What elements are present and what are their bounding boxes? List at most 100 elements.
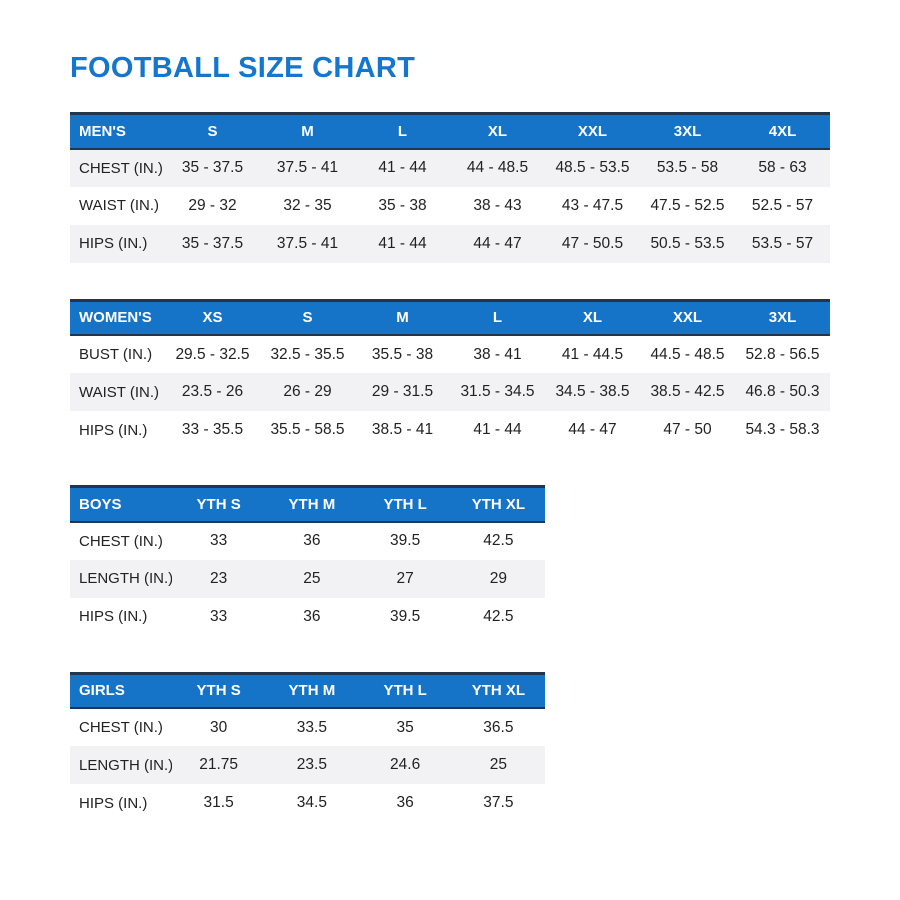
size-value-cell: 35.5 - 58.5 bbox=[270, 421, 345, 438]
table-section-label: MEN'S bbox=[70, 112, 165, 150]
size-value-cell: 34.5 bbox=[296, 794, 327, 811]
size-value-cell: 38 - 43 bbox=[473, 196, 522, 214]
size-value-cell: 47 - 50.5 bbox=[561, 234, 624, 252]
table-row: WAIST (IN.) 29 - 32 32 - 35 35 - 38 38 - 43 4… bbox=[70, 187, 830, 225]
size-value-cell: 23.5 - 26 bbox=[181, 383, 244, 400]
size-value-cell: 21.75 bbox=[199, 756, 239, 773]
size-value-cell: 33 bbox=[210, 532, 228, 549]
table-header-row: WOMEN'S XS S M L XL XXL 3XL bbox=[70, 298, 830, 336]
size-column-header: XS bbox=[165, 298, 260, 336]
size-value-cell: 39.5 bbox=[390, 532, 421, 549]
size-value-cell: 42.5 bbox=[483, 607, 514, 625]
size-value-cell: 41 - 44.5 bbox=[561, 345, 624, 363]
size-value-cell: 50.5 - 53.5 bbox=[650, 234, 725, 252]
size-value-cell: 32.5 - 35.5 bbox=[270, 345, 345, 363]
table-row: LENGTH (IN.) 23 25 27 29 bbox=[70, 559, 545, 598]
size-value-cell: 35.5 - 38 bbox=[371, 345, 434, 363]
size-value-cell: 29 - 32 bbox=[188, 196, 237, 214]
size-table-boys: BOYS YTH S YTH M YTH L YTH XL CHEST (IN.) 33 36… bbox=[70, 485, 545, 636]
size-value-cell: 58 - 63 bbox=[758, 159, 807, 176]
size-value-cell: 24.6 bbox=[390, 756, 421, 773]
measurement-label: HIPS (IN.) bbox=[79, 421, 148, 439]
measurement-label: HIPS (IN.) bbox=[79, 608, 148, 625]
table-row: HIPS (IN.) 33 - 35.5 35.5 - 58.5 38.5 - 41 4… bbox=[70, 411, 830, 449]
size-value-cell: 41 - 44 bbox=[378, 234, 427, 252]
size-value-cell: 35 bbox=[396, 718, 414, 736]
size-value-cell: 25 bbox=[303, 569, 321, 587]
measurement-label: LENGTH (IN.) bbox=[79, 756, 172, 774]
size-column-header: YTH XL bbox=[451, 671, 545, 709]
measurement-label: CHEST (IN.) bbox=[79, 159, 163, 177]
size-value-cell: 48.5 - 53.5 bbox=[555, 159, 630, 176]
size-value-cell: 32 - 35 bbox=[283, 196, 332, 214]
size-column-header: 3XL bbox=[735, 298, 830, 336]
size-value-cell: 44 - 48.5 bbox=[466, 159, 529, 176]
size-value-cell: 33 - 35.5 bbox=[181, 421, 244, 438]
size-value-cell: 38.5 - 42.5 bbox=[650, 383, 725, 400]
size-value-cell: 47 - 50 bbox=[663, 421, 712, 438]
size-value-cell: 44 - 47 bbox=[568, 421, 617, 438]
size-tables: MEN'S S M L XL XXL 3XL 4XL CHEST (IN.) 35 - 37.5 3… bbox=[70, 112, 830, 822]
size-value-cell: 39.5 bbox=[390, 607, 421, 625]
table-header-row: GIRLS YTH S YTH M YTH L YTH XL bbox=[70, 671, 545, 709]
measurement-label: WAIST (IN.) bbox=[79, 383, 159, 401]
size-value-cell: 52.5 - 57 bbox=[751, 196, 814, 214]
page-title: FOOTBALL SIZE CHART bbox=[70, 52, 416, 84]
measurement-label: HIPS (IN.) bbox=[79, 235, 148, 252]
size-value-cell: 27 bbox=[396, 569, 414, 587]
size-value-cell: 46.8 - 50.3 bbox=[745, 383, 820, 400]
size-column-header: M bbox=[355, 298, 450, 336]
size-value-cell: 44.5 - 48.5 bbox=[650, 345, 725, 363]
size-value-cell: 41 - 44 bbox=[473, 421, 522, 438]
table-section-label: WOMEN'S bbox=[70, 298, 165, 336]
table-row: WAIST (IN.) 23.5 - 26 26 - 29 29 - 31.5 31.5… bbox=[70, 373, 830, 411]
size-value-cell: 25 bbox=[489, 756, 507, 773]
size-value-cell: 36.5 bbox=[483, 718, 514, 736]
size-value-cell: 33.5 bbox=[296, 718, 327, 736]
size-value-cell: 35 - 38 bbox=[378, 196, 427, 214]
table-header-row: BOYS YTH S YTH M YTH L YTH XL bbox=[70, 485, 545, 523]
size-value-cell: 23.5 bbox=[296, 756, 327, 773]
table-section-label: BOYS bbox=[70, 485, 172, 523]
size-column-header: YTH S bbox=[172, 671, 266, 709]
size-value-cell: 35 - 37.5 bbox=[181, 159, 244, 176]
size-column-header: S bbox=[260, 298, 355, 336]
size-column-header: YTH L bbox=[358, 671, 452, 709]
size-value-cell: 35 - 37.5 bbox=[181, 234, 244, 252]
table-section-label: GIRLS bbox=[70, 671, 172, 709]
size-table-girls: GIRLS YTH S YTH M YTH L YTH XL CHEST (IN.) 30 3… bbox=[70, 671, 545, 823]
size-value-cell: 43 - 47.5 bbox=[561, 196, 624, 214]
measurement-label: LENGTH (IN.) bbox=[79, 570, 172, 587]
size-value-cell: 36 bbox=[303, 532, 321, 549]
size-column-header: YTH M bbox=[265, 485, 359, 523]
size-value-cell: 29 bbox=[489, 569, 507, 587]
size-value-cell: 30 bbox=[210, 718, 228, 736]
size-value-cell: 37.5 - 41 bbox=[276, 159, 339, 176]
size-column-header: S bbox=[165, 112, 260, 150]
size-value-cell: 26 - 29 bbox=[283, 383, 332, 400]
size-value-cell: 42.5 bbox=[483, 532, 514, 549]
measurement-label: WAIST (IN.) bbox=[79, 197, 159, 214]
size-value-cell: 52.8 - 56.5 bbox=[745, 345, 820, 363]
size-table-womens: WOMEN'S XS S M L XL XXL 3XL BUST (IN.) 29.5 - 32.… bbox=[70, 298, 830, 450]
size-chart-page: FOOTBALL SIZE CHART MEN'S S M L XL XXL 3XL 4XL C… bbox=[70, 52, 830, 822]
size-column-header: 3XL bbox=[640, 112, 735, 150]
size-column-header: YTH XL bbox=[451, 485, 545, 523]
size-column-header: XL bbox=[450, 112, 545, 150]
size-value-cell: 37.5 - 41 bbox=[276, 234, 339, 252]
measurement-label: CHEST (IN.) bbox=[79, 532, 163, 550]
size-column-header: XXL bbox=[545, 112, 640, 150]
size-value-cell: 38 - 41 bbox=[473, 345, 522, 363]
size-value-cell: 37.5 bbox=[483, 794, 514, 811]
size-value-cell: 54.3 - 58.3 bbox=[745, 421, 820, 438]
size-value-cell: 44 - 47 bbox=[473, 234, 522, 252]
size-value-cell: 36 bbox=[303, 607, 321, 625]
size-column-header: L bbox=[355, 112, 450, 150]
size-value-cell: 47.5 - 52.5 bbox=[650, 196, 725, 214]
size-column-header: YTH S bbox=[172, 485, 266, 523]
size-value-cell: 53.5 - 57 bbox=[751, 234, 814, 252]
table-row: LENGTH (IN.) 21.75 23.5 24.6 25 bbox=[70, 746, 545, 784]
size-column-header: XL bbox=[545, 298, 640, 336]
size-value-cell: 31.5 bbox=[203, 794, 234, 811]
size-column-header: XXL bbox=[640, 298, 735, 336]
